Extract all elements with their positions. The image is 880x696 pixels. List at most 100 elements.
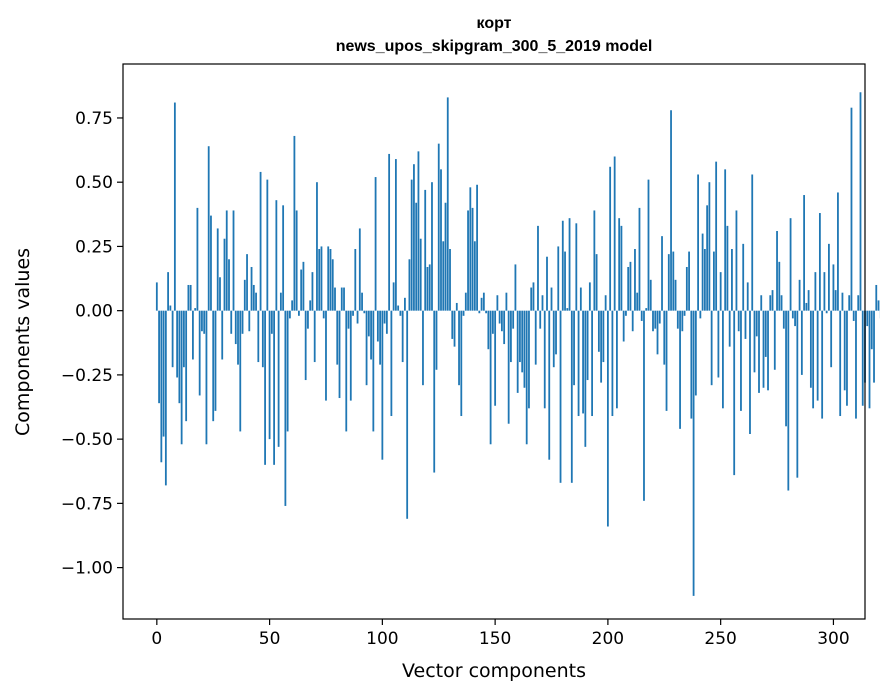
y-tick-label: 0.25 [75, 237, 113, 257]
bar [354, 249, 357, 311]
x-tick-label: 200 [592, 629, 624, 649]
bar [749, 310, 751, 434]
bar [187, 284, 190, 311]
bar [620, 225, 623, 311]
bar [469, 187, 472, 311]
bar [521, 310, 524, 373]
bar [433, 310, 436, 473]
bar [631, 310, 634, 332]
bar [467, 210, 469, 311]
bar [798, 279, 801, 311]
bar [769, 295, 772, 311]
bar [604, 295, 607, 311]
bar [541, 295, 544, 311]
bar [814, 272, 817, 311]
x-tick-label: 100 [366, 629, 398, 649]
bar [776, 231, 778, 311]
bar [697, 174, 699, 311]
bar [591, 310, 593, 417]
bar [406, 310, 409, 519]
bar [850, 107, 853, 311]
bar [374, 177, 377, 311]
bar [866, 310, 869, 327]
bar [413, 164, 415, 311]
y-tick-label: 0.00 [75, 302, 113, 322]
y-axis-label: Components values [12, 248, 34, 436]
bar [169, 305, 172, 311]
bar [510, 310, 512, 363]
bar [514, 264, 517, 311]
bar [701, 233, 704, 311]
bar [286, 310, 289, 432]
bar [485, 310, 487, 314]
bar [212, 310, 215, 422]
bar [523, 310, 526, 388]
bar [408, 259, 411, 311]
bar [243, 279, 246, 311]
bar [385, 310, 388, 334]
bar [437, 143, 440, 311]
bar [164, 310, 167, 486]
bar [248, 310, 251, 332]
bar [618, 218, 621, 311]
bar [462, 310, 465, 316]
bar [440, 169, 442, 311]
bar [832, 264, 835, 311]
bar [192, 310, 194, 360]
bar [239, 310, 242, 432]
bar [717, 310, 720, 378]
bar [712, 251, 715, 311]
bar [261, 310, 264, 368]
bar [284, 310, 287, 506]
bar [728, 310, 731, 347]
x-axis-ticks: 0 50 100 150 200 250 300 [151, 619, 850, 649]
bar [764, 310, 767, 357]
bar [778, 261, 781, 311]
bar [875, 284, 878, 311]
bar [494, 310, 497, 406]
bar [733, 310, 736, 476]
y-axis-ticks: 0.75 0.50 0.25 0.00 −0.25 −0.50 −0.75 −1.00 [61, 109, 123, 579]
bar [746, 282, 749, 311]
bar [205, 310, 208, 445]
bar [785, 310, 787, 427]
bar [649, 279, 652, 311]
bar [762, 310, 765, 388]
bar [609, 166, 612, 311]
bar [816, 310, 819, 401]
bar [742, 243, 745, 311]
bar [550, 287, 553, 311]
bar [602, 310, 605, 363]
bar [422, 310, 424, 386]
bar [507, 310, 510, 424]
bar [519, 310, 521, 363]
bar [309, 300, 312, 311]
bar [496, 295, 499, 311]
bar [241, 310, 244, 334]
y-tick-label: 0.75 [75, 109, 113, 129]
bar [478, 310, 481, 314]
bar [593, 210, 596, 311]
bar [807, 290, 810, 311]
bar [758, 310, 760, 393]
bar [683, 310, 686, 316]
bar [336, 310, 339, 365]
y-tick-label: −0.50 [61, 430, 113, 450]
x-tick-label: 250 [704, 629, 736, 649]
bar [755, 310, 758, 337]
bar [719, 272, 722, 311]
bar [214, 310, 217, 411]
bar [268, 310, 271, 440]
bar [367, 310, 370, 337]
bar [237, 310, 239, 365]
bar [340, 287, 343, 311]
bar [663, 310, 666, 365]
bar [708, 182, 711, 311]
bar [419, 238, 422, 311]
bar [320, 246, 323, 311]
bar [491, 310, 494, 334]
bar [629, 261, 632, 311]
bar [449, 249, 451, 311]
bar [489, 310, 492, 445]
